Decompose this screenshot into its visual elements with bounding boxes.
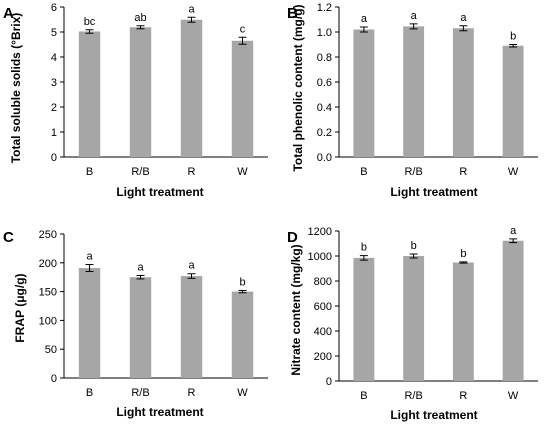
y-tick-label-c: 150 (39, 287, 57, 299)
category-label-d: R/B (404, 390, 422, 402)
bar-b (452, 28, 474, 157)
category-label-d: B (360, 390, 367, 402)
y-tick-label-a: 5 (51, 27, 57, 39)
bar-d (452, 262, 474, 381)
y-tick-label-b: 0.2 (317, 127, 332, 139)
category-label-b: R (459, 166, 467, 178)
y-tick-label-d: 600 (314, 301, 332, 313)
y-tick-label-b: 0.8 (317, 52, 332, 64)
bar-b (353, 29, 375, 157)
category-label-c: R/B (131, 387, 149, 399)
significance-label-b: a (411, 10, 418, 22)
chart-marks-a: 0 1 2 3 4 5 6 bc Bab R/B a Rc W (51, 2, 268, 178)
y-tick-label-d: 800 (314, 276, 332, 288)
y-tick-label-c: 100 (39, 315, 57, 327)
chart-marks-d: 0 200 400 600 800 1000 1200 b Bb R/B b Ra W (308, 225, 538, 402)
y-tick-label-a: 2 (51, 102, 57, 114)
significance-label-b: a (361, 13, 368, 25)
bar-c (180, 276, 203, 378)
x-axis-label-d: Light treatment (390, 408, 477, 422)
significance-label-b: b (510, 31, 516, 43)
panel-letter-a: A (3, 5, 14, 22)
y-tick-label-b: 0.4 (317, 102, 332, 114)
y-tick-label-c: 200 (39, 258, 57, 270)
bar-d (403, 256, 425, 381)
category-label-c: W (237, 387, 248, 399)
y-tick-label-b: 1.2 (317, 2, 332, 14)
y-tick-label-d: 0 (326, 376, 332, 388)
category-label-d: R (459, 390, 467, 402)
y-tick-label-c: 0 (51, 373, 57, 385)
category-label-a: R (188, 166, 196, 178)
x-axis-label-c: Light treatment (116, 405, 203, 419)
category-label-c: R (188, 387, 196, 399)
category-label-a: W (237, 166, 248, 178)
category-label-c: B (86, 387, 93, 399)
x-axis-label-a: Light treatment (116, 185, 203, 199)
y-tick-label-d: 400 (314, 326, 332, 338)
panel-d: D Nitrate content (mg/kg) Light treatmen… (287, 225, 538, 422)
bar-c (78, 267, 101, 378)
y-tick-label-c: 250 (39, 229, 57, 241)
bar-d (502, 240, 524, 381)
significance-label-c: b (239, 276, 245, 288)
chart-marks-b: 0.0 0.2 0.4 0.6 0.8 1.0 1.2 a Ba R/B a Rb W (317, 2, 538, 178)
bar-c (129, 277, 152, 378)
significance-label-c: a (86, 251, 93, 263)
significance-label-d: b (460, 248, 466, 260)
bar-b (403, 26, 425, 157)
significance-label-c: a (137, 261, 144, 273)
significance-label-a: bc (84, 16, 96, 28)
bar-a (78, 31, 101, 157)
y-axis-label-d: Nitrate content (mg/kg) (289, 244, 303, 375)
bar-c (231, 291, 254, 378)
y-tick-label-d: 1200 (308, 226, 332, 238)
category-label-b: B (360, 166, 367, 178)
significance-label-a: a (188, 3, 195, 15)
bar-b (502, 45, 524, 157)
bar-a (180, 19, 203, 157)
y-axis-label-b: Total phenolic content (mg/g) (291, 4, 305, 171)
panel-c: C FRAP (μg/g) Light treatment 0 50 100 150 2… (3, 229, 268, 419)
significance-label-d: a (510, 225, 517, 237)
y-tick-label-c: 50 (45, 344, 57, 356)
bar-d (353, 257, 375, 381)
y-tick-label-a: 3 (51, 77, 57, 89)
y-tick-label-b: 1.0 (317, 27, 332, 39)
panel-letter-b: B (287, 5, 298, 22)
x-axis-label-b: Light treatment (390, 185, 477, 199)
y-tick-label-a: 6 (51, 2, 57, 14)
bar-a (231, 40, 254, 157)
category-label-b: W (508, 166, 519, 178)
panel-a: A Total soluble solids (°Brix) Light tre… (3, 2, 268, 199)
significance-label-a: ab (134, 12, 146, 24)
significance-label-d: b (361, 242, 367, 254)
panel-letter-c: C (3, 229, 14, 246)
category-label-a: R/B (131, 166, 149, 178)
category-label-b: R/B (404, 166, 422, 178)
y-tick-label-b: 0.6 (317, 77, 332, 89)
category-label-a: B (86, 166, 93, 178)
y-axis-label-a: Total soluble solids (°Brix) (9, 13, 23, 164)
chart-marks-c: 0 50 100 150 200 250 a Ba R/B a Rb W (39, 229, 268, 399)
significance-label-c: a (188, 260, 195, 272)
panel-b: B Total phenolic content (mg/g) Light tr… (287, 2, 538, 199)
y-axis-label-c: FRAP (μg/g) (13, 273, 27, 342)
significance-label-a: c (240, 23, 246, 35)
y-tick-label-a: 1 (51, 127, 57, 139)
category-label-d: W (508, 390, 519, 402)
panel-letter-d: D (287, 229, 298, 246)
bar-a (129, 27, 152, 157)
y-tick-label-d: 200 (314, 351, 332, 363)
y-tick-label-a: 0 (51, 152, 57, 164)
significance-label-b: a (460, 12, 467, 24)
y-tick-label-d: 1000 (308, 251, 332, 263)
significance-label-d: b (411, 240, 417, 252)
y-tick-label-a: 4 (51, 52, 57, 64)
y-tick-label-b: 0.0 (317, 152, 332, 164)
